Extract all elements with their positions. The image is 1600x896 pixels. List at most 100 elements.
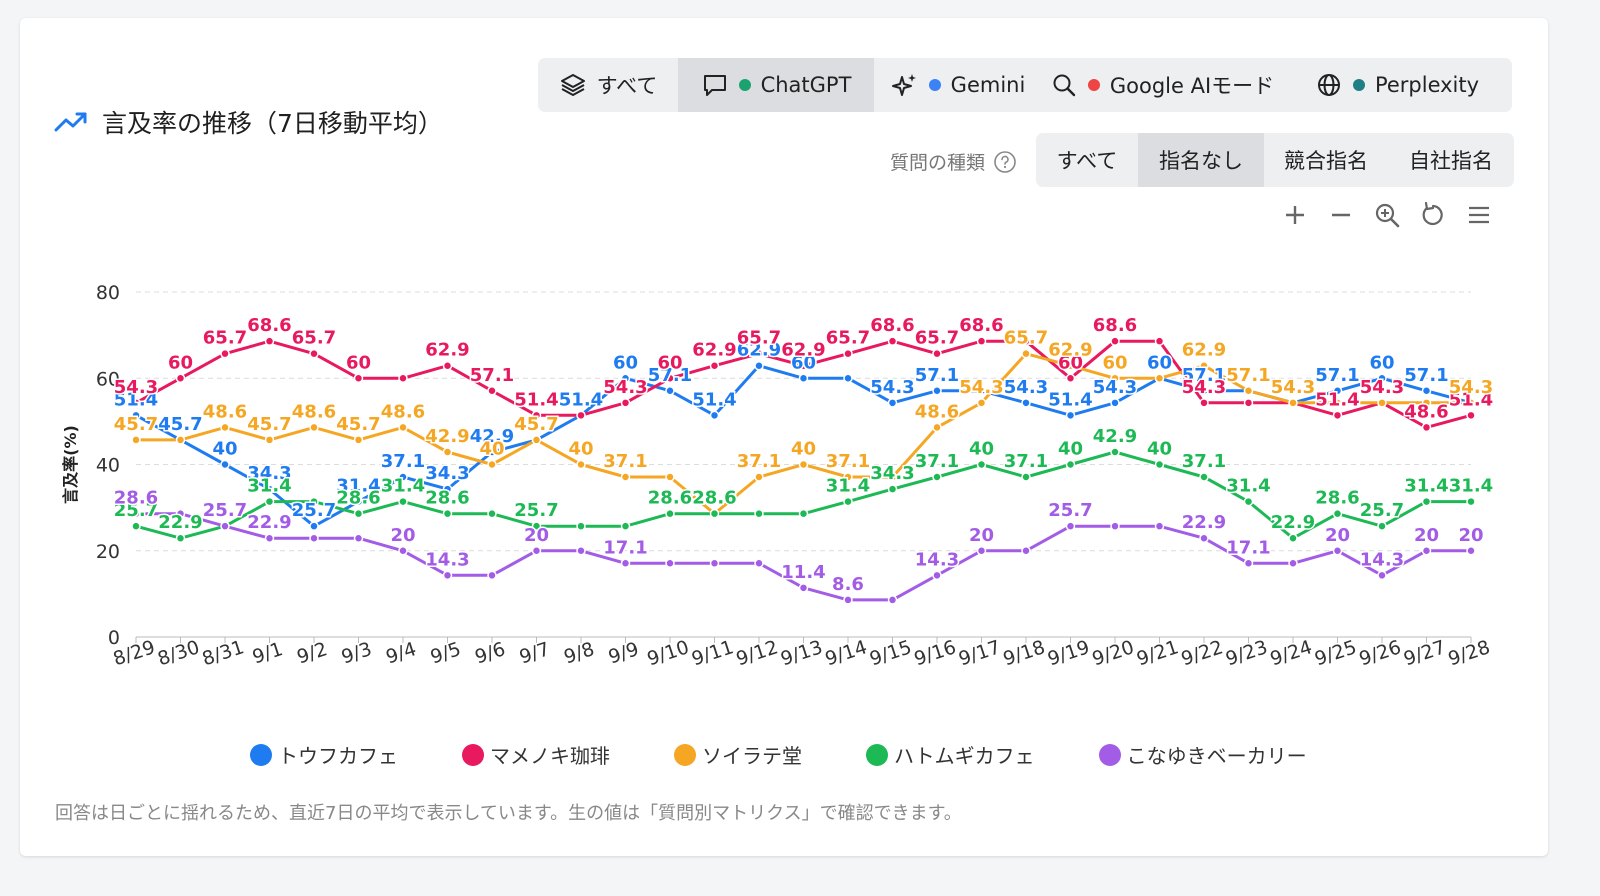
x-tick-label: 9/7 xyxy=(517,638,553,668)
data-point xyxy=(264,484,275,494)
data-point xyxy=(353,508,364,519)
data-point xyxy=(1110,521,1120,531)
data-point xyxy=(843,595,853,605)
data-label: 45.7 xyxy=(336,414,380,435)
data-label: 37.1 xyxy=(737,451,781,472)
y-tick-label: 80 xyxy=(96,282,120,304)
menu-icon[interactable] xyxy=(1464,200,1494,230)
data-label: 40 xyxy=(1147,439,1172,460)
data-point xyxy=(531,546,542,556)
reset-icon[interactable] xyxy=(1418,200,1448,230)
data-point xyxy=(932,472,942,482)
x-tick-label: 9/6 xyxy=(472,638,508,668)
data-label: 28.6 xyxy=(692,488,736,509)
data-label: 45.7 xyxy=(114,414,158,435)
data-point xyxy=(1021,472,1031,482)
data-point xyxy=(1154,373,1165,383)
data-point xyxy=(576,459,586,470)
legend-item-hatomugi[interactable]: ハトムギカフェ xyxy=(866,740,1035,769)
x-tick-label: 9/2 xyxy=(294,638,330,668)
data-point xyxy=(576,521,586,531)
data-point xyxy=(1288,398,1298,408)
data-point xyxy=(1332,398,1343,408)
data-point xyxy=(1199,472,1209,482)
chart-toolbar xyxy=(1280,200,1494,230)
data-label: 54.3 xyxy=(959,377,1003,398)
data-label: 25.7 xyxy=(1048,500,1092,521)
data-label: 31.4 xyxy=(1404,476,1448,497)
data-label: 40 xyxy=(791,439,816,460)
y-axis-label: 言及率(%) xyxy=(61,425,80,504)
data-point xyxy=(1421,496,1432,507)
data-label: 37.1 xyxy=(1004,451,1048,472)
data-point xyxy=(1421,546,1432,556)
tab-platform-chatgpt[interactable]: ChatGPT xyxy=(678,58,874,112)
tab-label: 競合指名 xyxy=(1284,149,1368,173)
data-point xyxy=(353,435,364,445)
data-point xyxy=(264,533,275,543)
data-point xyxy=(309,521,319,531)
data-label: 22.9 xyxy=(1182,512,1226,533)
legend-swatch xyxy=(462,743,484,766)
zoom-out-icon[interactable] xyxy=(1326,200,1356,230)
legend-item-soylatte[interactable]: ソイラテ堂 xyxy=(674,740,802,769)
legend-swatch xyxy=(1098,743,1121,766)
data-point xyxy=(1243,386,1254,396)
legend-item-konayuki[interactable]: こなゆきベーカリー xyxy=(1098,740,1307,769)
tab-question-self[interactable]: 自社指名 xyxy=(1388,133,1514,187)
data-point xyxy=(1332,546,1343,556)
data-label: 57.1 xyxy=(1182,365,1226,386)
data-point xyxy=(1466,398,1476,408)
zoom-in-icon[interactable] xyxy=(1280,200,1310,230)
tab-question-all[interactable]: すべて xyxy=(1036,133,1138,187)
x-tick-label: 8/30 xyxy=(155,636,202,670)
tab-platform-google-ai[interactable]: Google AIモード xyxy=(1042,58,1282,112)
tab-question-unnamed[interactable]: 指名なし xyxy=(1138,133,1264,187)
data-label: 60 xyxy=(1147,352,1172,373)
data-point xyxy=(1065,521,1076,531)
data-label: 57.1 xyxy=(1404,365,1448,386)
question-type-label: 質問の種類 xyxy=(890,148,1017,175)
data-point xyxy=(709,410,720,421)
tab-platform-perplexity[interactable]: Perplexity xyxy=(1282,58,1512,112)
data-point xyxy=(1332,386,1343,396)
data-point xyxy=(1065,459,1076,470)
data-point xyxy=(1021,546,1031,556)
data-label: 68.6 xyxy=(1093,315,1137,336)
data-point xyxy=(1288,533,1298,543)
chart-title: 言及率の推移（7日移動平均） xyxy=(102,109,443,138)
data-point xyxy=(887,484,898,494)
data-label: 60 xyxy=(657,352,682,373)
data-label: 37.1 xyxy=(381,451,425,472)
data-point xyxy=(487,447,497,457)
legend-item-tofu-cafe[interactable]: トウフカフェ xyxy=(250,740,398,769)
data-label: 57.1 xyxy=(1315,365,1359,386)
legend-item-mamenoki[interactable]: マメノキ珈琲 xyxy=(462,740,610,769)
data-point xyxy=(665,386,675,396)
zoom-select-icon[interactable] xyxy=(1372,200,1402,230)
x-tick-label: 9/20 xyxy=(1089,636,1136,670)
data-point xyxy=(1021,336,1031,346)
data-point xyxy=(1466,410,1476,421)
tab-platform-all[interactable]: すべて xyxy=(538,58,678,112)
data-point xyxy=(932,422,942,433)
data-label: 51.4 xyxy=(114,389,158,410)
data-label: 60 xyxy=(1102,352,1127,373)
data-point xyxy=(1243,558,1254,569)
data-label: 65.7 xyxy=(1004,328,1048,349)
data-point xyxy=(887,398,898,408)
help-icon[interactable] xyxy=(993,150,1017,174)
data-point xyxy=(531,410,542,421)
tab-question-competitor[interactable]: 競合指名 xyxy=(1264,133,1388,187)
data-point xyxy=(1199,360,1209,371)
data-point xyxy=(843,348,853,359)
data-label: 62.9 xyxy=(781,340,825,361)
y-tick-label: 60 xyxy=(96,368,120,390)
data-label: 37.1 xyxy=(603,451,647,472)
data-point xyxy=(220,459,230,470)
data-label: 54.3 xyxy=(1449,377,1493,398)
data-point xyxy=(353,496,364,507)
question-type-selector: すべて 指名なし 競合指名 自社指名 xyxy=(1036,133,1514,187)
tab-platform-gemini[interactable]: Gemini xyxy=(874,58,1042,112)
data-label: 62.9 xyxy=(737,340,781,361)
